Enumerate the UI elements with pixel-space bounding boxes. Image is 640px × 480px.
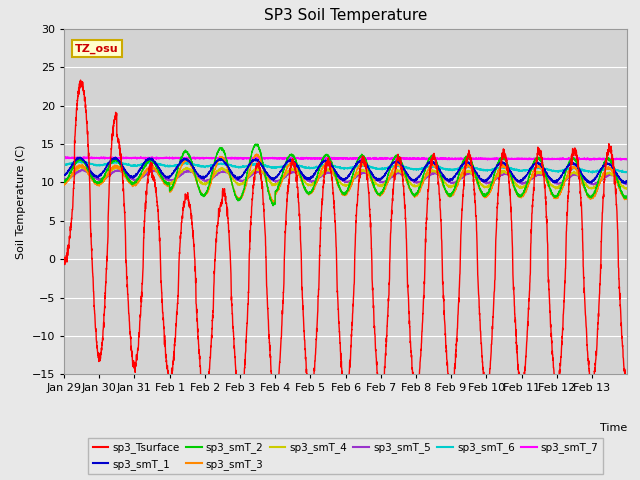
sp3_smT_7 xyxy=(436,156,444,162)
sp3_smT_6 xyxy=(623,169,631,175)
sp3_smT_5 xyxy=(157,171,165,177)
sp3_smT_7 xyxy=(60,155,68,160)
sp3_smT_1 xyxy=(623,179,631,185)
sp3_smT_5 xyxy=(590,182,598,188)
sp3_Tsurface xyxy=(477,328,484,334)
sp3_smT_3 xyxy=(425,166,433,172)
sp3_smT_6 xyxy=(436,163,444,169)
sp3_smT_6 xyxy=(157,162,165,168)
sp3_smT_7 xyxy=(623,156,631,162)
sp3_smT_2 xyxy=(623,194,631,200)
sp3_Tsurface xyxy=(425,185,433,191)
sp3_smT_3 xyxy=(477,187,484,192)
sp3_smT_2 xyxy=(502,156,509,162)
Line: sp3_Tsurface: sp3_Tsurface xyxy=(64,80,627,413)
sp3_smT_6 xyxy=(501,165,509,170)
sp3_smT_2 xyxy=(269,203,277,209)
sp3_smT_6 xyxy=(493,166,500,171)
sp3_smT_1 xyxy=(436,167,444,172)
sp3_smT_3 xyxy=(253,151,260,157)
Legend: sp3_Tsurface, sp3_smT_1, sp3_smT_2, sp3_smT_3, sp3_smT_4, sp3_smT_5, sp3_smT_6, : sp3_Tsurface, sp3_smT_1, sp3_smT_2, sp3_… xyxy=(88,438,603,474)
sp3_smT_2 xyxy=(60,179,68,184)
sp3_smT_5 xyxy=(477,176,484,182)
sp3_smT_5 xyxy=(493,176,500,181)
sp3_smT_1 xyxy=(157,170,165,176)
sp3_Tsurface xyxy=(502,156,509,161)
sp3_Tsurface xyxy=(77,77,84,83)
Title: SP3 Soil Temperature: SP3 Soil Temperature xyxy=(264,9,428,24)
sp3_smT_2 xyxy=(493,164,500,169)
sp3_smT_2 xyxy=(425,157,433,163)
sp3_smT_3 xyxy=(271,201,278,206)
sp3_smT_5 xyxy=(60,177,68,182)
sp3_smT_6 xyxy=(424,164,432,170)
sp3_Tsurface xyxy=(623,385,631,391)
sp3_smT_1 xyxy=(477,176,484,182)
sp3_smT_1 xyxy=(493,162,500,168)
sp3_smT_6 xyxy=(79,158,86,164)
sp3_smT_1 xyxy=(60,172,68,178)
sp3_smT_5 xyxy=(424,173,432,179)
sp3_smT_2 xyxy=(157,172,165,178)
sp3_smT_7 xyxy=(493,156,500,161)
sp3_smT_7 xyxy=(477,156,484,162)
Line: sp3_smT_2: sp3_smT_2 xyxy=(64,144,627,206)
sp3_Tsurface xyxy=(236,410,244,416)
sp3_Tsurface xyxy=(60,255,68,261)
sp3_smT_5 xyxy=(501,171,509,177)
sp3_smT_4 xyxy=(501,169,509,175)
Line: sp3_smT_3: sp3_smT_3 xyxy=(64,154,627,204)
Line: sp3_smT_6: sp3_smT_6 xyxy=(64,161,627,173)
sp3_smT_5 xyxy=(623,181,631,187)
sp3_smT_6 xyxy=(588,170,596,176)
sp3_smT_3 xyxy=(60,181,68,187)
Line: sp3_smT_1: sp3_smT_1 xyxy=(64,157,627,183)
sp3_smT_4 xyxy=(623,186,631,192)
Line: sp3_smT_7: sp3_smT_7 xyxy=(64,157,627,160)
sp3_smT_6 xyxy=(477,167,484,172)
sp3_Tsurface xyxy=(436,196,444,202)
sp3_smT_7 xyxy=(587,157,595,163)
sp3_smT_5 xyxy=(81,167,88,172)
sp3_smT_7 xyxy=(424,156,432,161)
sp3_smT_6 xyxy=(60,162,68,168)
sp3_smT_1 xyxy=(621,180,629,186)
sp3_smT_4 xyxy=(477,180,484,186)
sp3_Tsurface xyxy=(157,278,165,284)
sp3_smT_1 xyxy=(76,154,84,160)
sp3_smT_7 xyxy=(157,155,165,161)
sp3_smT_4 xyxy=(588,186,595,192)
Text: TZ_osu: TZ_osu xyxy=(76,43,119,54)
sp3_smT_5 xyxy=(436,172,444,178)
sp3_smT_3 xyxy=(502,165,509,170)
sp3_smT_3 xyxy=(436,174,444,180)
sp3_smT_4 xyxy=(78,163,86,169)
sp3_smT_7 xyxy=(62,154,70,160)
sp3_smT_4 xyxy=(436,172,444,178)
sp3_Tsurface xyxy=(493,211,500,216)
sp3_smT_3 xyxy=(157,175,165,180)
sp3_smT_2 xyxy=(436,169,444,175)
sp3_smT_4 xyxy=(493,173,500,179)
sp3_smT_1 xyxy=(501,162,509,168)
sp3_smT_2 xyxy=(477,186,484,192)
Text: Time: Time xyxy=(600,423,627,433)
Line: sp3_smT_5: sp3_smT_5 xyxy=(64,169,627,185)
Line: sp3_smT_4: sp3_smT_4 xyxy=(64,166,627,189)
Y-axis label: Soil Temperature (C): Soil Temperature (C) xyxy=(16,144,26,259)
sp3_smT_1 xyxy=(424,160,432,166)
sp3_smT_4 xyxy=(424,172,432,178)
sp3_smT_3 xyxy=(493,171,500,177)
sp3_smT_4 xyxy=(60,180,68,186)
sp3_smT_3 xyxy=(623,196,631,202)
sp3_smT_2 xyxy=(252,141,259,147)
sp3_smT_4 xyxy=(157,173,165,179)
sp3_smT_7 xyxy=(501,156,509,162)
